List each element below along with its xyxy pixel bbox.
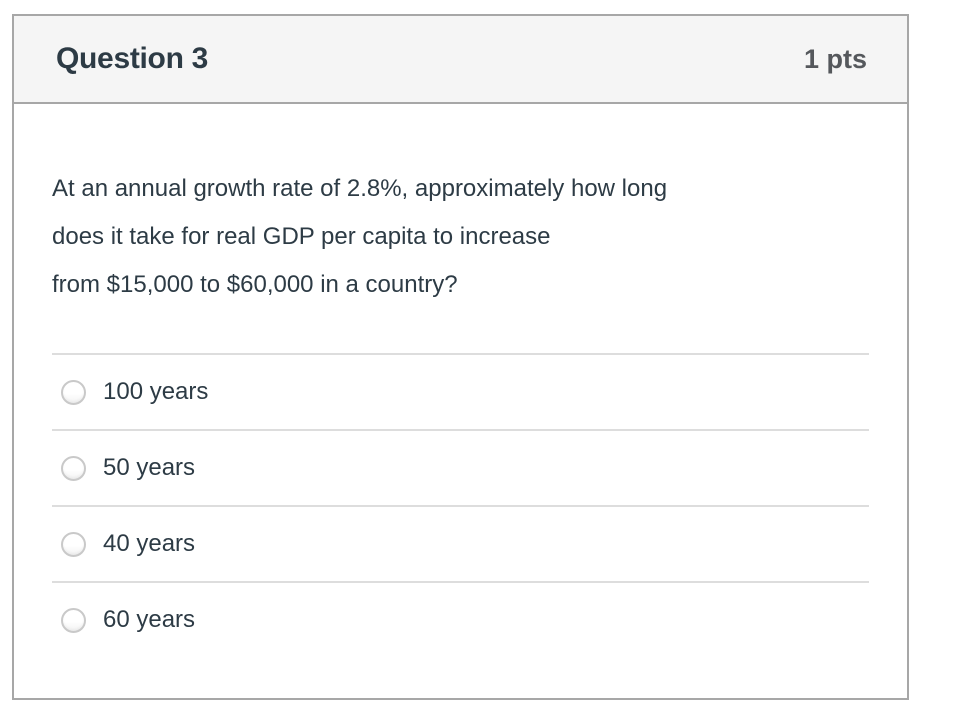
question-card: Question 3 1 pts At an annual growth rat… xyxy=(12,14,909,700)
answer-option[interactable]: 100 years xyxy=(52,353,869,429)
answers-list: 100 years 50 years 40 years 60 years xyxy=(52,353,869,657)
radio-button-icon[interactable] xyxy=(61,455,86,481)
radio-button-icon[interactable] xyxy=(61,531,86,557)
answer-label: 50 years xyxy=(103,454,196,481)
question-title: Question 3 xyxy=(56,42,209,75)
answer-option[interactable]: 60 years xyxy=(52,581,869,657)
question-body: At an annual growth rate of 2.8%, approx… xyxy=(14,165,907,657)
radio-button-icon[interactable] xyxy=(61,607,86,633)
question-header: Question 3 1 pts xyxy=(14,16,907,104)
question-points-badge: 1 pts xyxy=(803,43,867,74)
question-text: At an annual growth rate of 2.8%, approx… xyxy=(52,175,668,298)
answer-label: 60 years xyxy=(103,606,196,633)
answer-label: 40 years xyxy=(103,530,196,557)
answer-label: 100 years xyxy=(103,378,209,405)
answer-option[interactable]: 40 years xyxy=(52,505,869,581)
radio-button-icon[interactable] xyxy=(61,379,86,405)
answer-option[interactable]: 50 years xyxy=(52,429,869,505)
